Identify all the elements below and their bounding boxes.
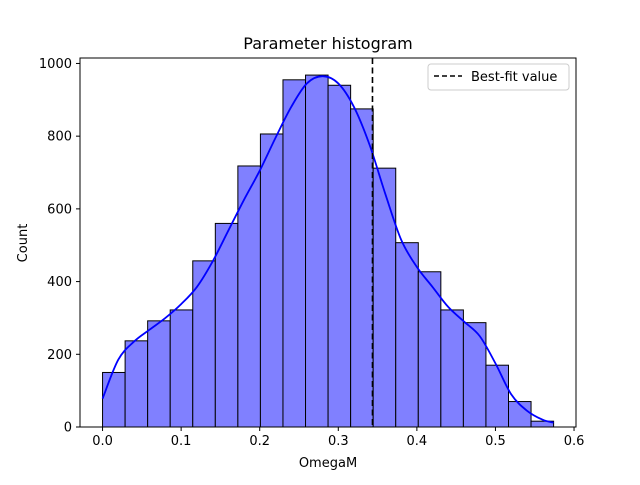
x-axis-label: OmegaM [299,456,357,471]
legend-box [427,63,570,91]
x-tick-label: 0.1 [171,434,192,449]
kde-curve [101,75,554,424]
legend-label: Best-fit value [471,70,557,85]
histogram-bar [282,79,307,428]
y-tick-label: 800 [47,130,72,145]
y-axis-label: Count [16,224,31,263]
histogram-bar [192,260,216,428]
x-axis-ticks: 0.0 0.1 0.2 0.3 0.4 0.5 0.6 [92,427,584,449]
histogram-bar [395,242,419,428]
chart-title: Parameter histogram [243,34,412,53]
y-tick-label: 0 [64,421,72,436]
histogram-bar [417,271,442,428]
kde-curve-group [101,75,554,424]
x-tick-label: 0.2 [249,434,270,449]
plot-frame [79,57,577,428]
histogram-bar [440,309,464,428]
histogram-bars [102,74,555,428]
histogram-bar [259,133,284,428]
y-tick-label: 600 [47,202,72,217]
histogram-bar [169,309,194,428]
y-tick-label: 1000 [39,57,72,72]
histogram-bar [462,322,487,428]
histogram-bar [372,167,397,428]
y-tick-label: 200 [47,348,72,363]
x-tick-label: 0.4 [407,434,428,449]
y-tick-label: 400 [47,275,72,290]
x-tick-label: 0.0 [92,434,113,449]
x-tick-label: 0.3 [328,434,349,449]
histogram-bar [214,222,239,428]
histogram-bar [485,364,509,428]
histogram-bar [102,371,126,428]
histogram-bar [147,320,171,428]
histogram-bar [305,74,329,428]
legend: Best-fit value [427,63,570,91]
y-axis-ticks: 0 200 400 600 800 1000 [39,57,80,436]
histogram-bar [327,84,352,428]
histogram-bar [350,108,374,428]
x-tick-label: 0.6 [564,434,585,449]
histogram-bar [124,340,149,428]
x-tick-label: 0.5 [485,434,506,449]
